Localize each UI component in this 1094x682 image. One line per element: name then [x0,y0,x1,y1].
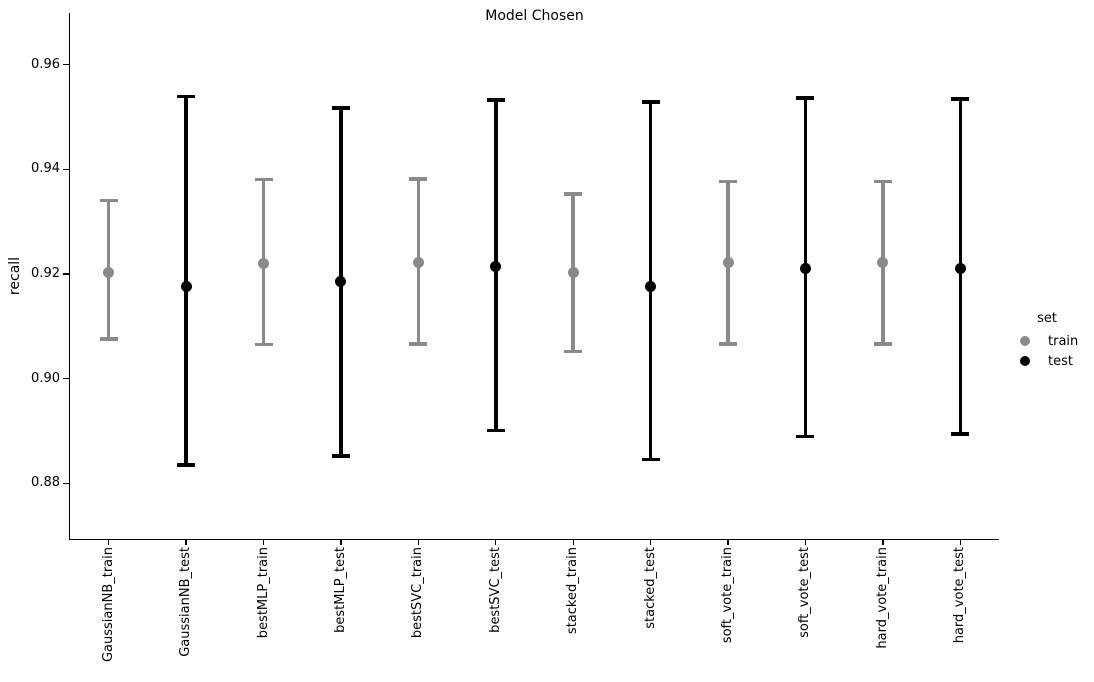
errorbar-cap-bottom-hard_vote_test [951,432,970,436]
y-tick-label: 0.90 [31,370,60,386]
point-stacked_train [567,266,579,278]
y-tick-label: 0.92 [31,265,60,281]
x-tick-label: stacked_train [565,547,581,635]
point-hard_vote_train [877,257,889,269]
x-tick-label: GaussianNB_test [178,547,194,658]
x-tick-mark [185,539,187,545]
point-soft_vote_test [799,263,811,275]
x-tick-mark [649,539,652,545]
errorbar-cap-bottom-stacked_test [641,457,660,461]
chart-title: Model Chosen [485,8,584,24]
errorbar-cap-top-hard_vote_test [951,97,970,101]
x-tick-label: soft_vote_test [797,547,813,639]
x-tick-label: bestSVC_test [487,547,503,634]
x-tick-mark [340,539,342,545]
errorbar-cap-top-bestMLP_test [331,106,350,110]
errorbar-cap-top-soft_vote_test [796,96,815,100]
errorbar-cap-top-bestSVC_test [486,98,505,102]
x-tick-label: soft_vote_train [720,547,736,644]
x-tick-mark [572,539,574,545]
y-tick-mark [62,377,69,380]
point-stacked_test [645,280,657,292]
x-tick-label: hard_vote_test [952,547,968,644]
legend-train-marker-icon [1020,336,1030,346]
errorbar-cap-bottom-bestSVC_train [409,342,428,346]
x-tick-label: bestMLP_train [255,547,271,639]
y-tick-label: 0.96 [31,56,60,72]
legend-test-marker-icon [1020,356,1030,366]
point-bestSVC_test [490,260,502,272]
point-soft_vote_train [722,257,734,269]
y-tick-mark [62,63,69,66]
x-tick-label: hard_vote_train [874,547,890,649]
x-tick-mark [108,539,110,545]
errorbar-cap-bottom-bestMLP_test [331,454,350,458]
errorbar-cap-bottom-GaussianNB_train [99,337,118,341]
x-tick-mark [495,539,497,545]
errorbar-cap-bottom-bestMLP_train [254,342,273,347]
errorbar-cap-top-stacked_test [641,100,660,104]
errorbar-cap-top-soft_vote_train [719,179,738,184]
x-tick-mark [959,539,961,545]
y-tick-mark [62,168,69,170]
errorbar-line-stacked_test [648,102,653,460]
x-tick-label: GaussianNB_train [100,547,116,663]
errorbar-cap-bottom-bestSVC_test [486,428,505,433]
errorbar-cap-top-bestSVC_train [409,177,428,181]
x-tick-mark [804,539,807,545]
point-bestSVC_train [412,256,424,268]
errorbar-cap-bottom-soft_vote_train [719,342,738,346]
legend-title: set [1037,311,1057,326]
point-GaussianNB_test [180,280,192,292]
point-GaussianNB_train [103,266,115,278]
x-tick-label: bestMLP_test [332,547,348,634]
y-tick-label: 0.94 [31,161,60,177]
y-tick-mark [62,273,69,275]
y-tick-label: 0.88 [31,475,60,491]
x-tick-label: bestSVC_train [410,547,426,639]
x-tick-mark [417,539,420,545]
x-tick-mark [262,539,265,545]
plot-area [68,12,999,540]
errorbar-cap-top-hard_vote_train [873,179,892,184]
errorbar-cap-bottom-stacked_train [564,349,583,354]
x-tick-mark [882,539,884,545]
y-tick-mark [62,482,69,484]
point-bestMLP_train [258,257,270,269]
point-hard_vote_test [954,262,966,274]
errorbar-cap-top-bestMLP_train [254,177,273,182]
errorbar-cap-bottom-hard_vote_train [873,342,892,346]
x-tick-mark [727,539,729,545]
x-tick-label: stacked_test [642,547,658,630]
errorbar-cap-bottom-GaussianNB_test [177,463,196,467]
point-bestMLP_test [335,276,347,288]
legend-test-label: test [1048,354,1073,369]
errorbar-cap-top-GaussianNB_train [99,198,118,203]
errorbar-line-GaussianNB_test [184,96,188,465]
errorbar-cap-bottom-soft_vote_test [796,434,815,439]
legend-train-label: train [1048,334,1079,349]
errorbar-cap-top-stacked_train [564,192,583,196]
errorbar-cap-top-GaussianNB_test [177,94,196,99]
